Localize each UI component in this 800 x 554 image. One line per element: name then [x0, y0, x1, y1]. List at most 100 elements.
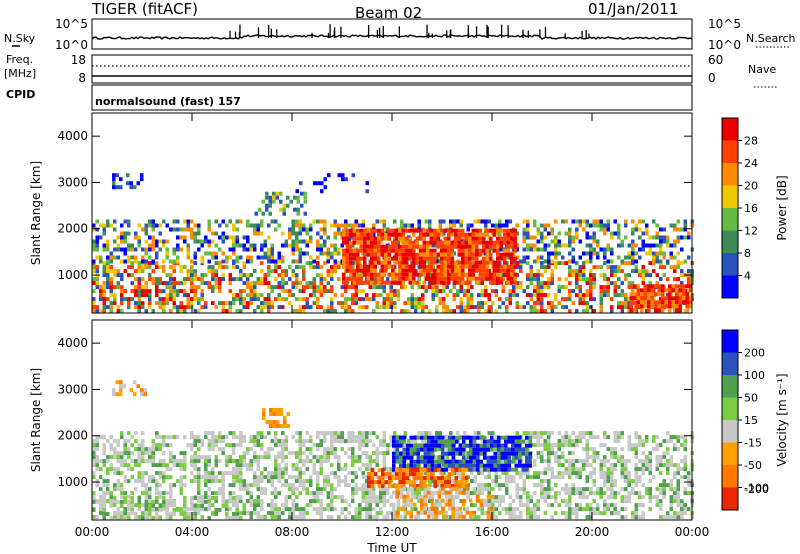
heatmap-cell: [515, 261, 519, 266]
heatmap-cell: [316, 471, 320, 476]
heatmap-cell: [513, 248, 517, 253]
heatmap-cell: [148, 491, 152, 496]
heatmap-cell: [634, 471, 638, 476]
heatmap-cell: [151, 243, 155, 248]
heatmap-cell: [365, 297, 369, 302]
heatmap-cell: [305, 455, 309, 460]
heatmap-cell: [433, 236, 437, 241]
heatmap-cell: [239, 269, 243, 274]
heatmap-cell: [137, 515, 141, 520]
heatmap-cell: [197, 285, 201, 290]
heatmap-cell: [256, 297, 260, 302]
heatmap-cell: [274, 495, 278, 500]
heatmap-cell: [363, 260, 367, 265]
heatmap-cell: [655, 251, 659, 256]
heatmap-cell: [533, 247, 537, 252]
heatmap-cell: [641, 467, 645, 472]
heatmap-cell: [610, 475, 614, 480]
heatmap-cell: [638, 273, 642, 278]
heatmap-cell: [510, 256, 514, 261]
heatmap-cell: [190, 289, 194, 294]
heatmap-cell: [298, 259, 302, 264]
heatmap-cell: [655, 243, 659, 248]
heatmap-cell: [190, 285, 194, 290]
heatmap-cell: [354, 223, 358, 228]
heatmap-cell: [648, 243, 652, 248]
heatmap-cell: [533, 507, 537, 512]
heatmap-cell: [421, 305, 425, 310]
heatmap-cell: [638, 459, 642, 464]
heatmap-cell: [109, 259, 113, 264]
heatmap-cell: [221, 265, 225, 270]
heatmap-cell: [407, 503, 411, 508]
heatmap-cell: [239, 475, 243, 480]
heatmap-cell: [312, 455, 316, 460]
heatmap-cell: [267, 503, 271, 508]
heatmap-cell: [291, 219, 295, 224]
heatmap-cell: [144, 487, 148, 492]
heatmap-cell: [316, 491, 320, 496]
heatmap-cell: [361, 443, 365, 448]
heatmap-cell: [193, 255, 197, 260]
heatmap-cell: [687, 269, 691, 274]
heatmap-cell: [522, 231, 526, 236]
heatmap-cell: [291, 281, 295, 286]
heatmap-cell: [197, 475, 201, 480]
heatmap-cell: [291, 259, 295, 264]
heatmap-cell: [585, 219, 589, 224]
heatmap-cell: [582, 491, 586, 496]
heatmap-cell: [571, 219, 575, 224]
heatmap-cell: [540, 281, 544, 286]
heatmap-cell: [673, 511, 677, 516]
heatmap-cell: [260, 277, 264, 282]
heatmap-cell: [482, 232, 486, 237]
heatmap-cell: [354, 289, 358, 294]
heatmap-cell: [662, 255, 666, 260]
heatmap-cell: [358, 503, 362, 508]
heatmap-cell: [141, 289, 145, 294]
heatmap-cell: [249, 297, 253, 302]
heatmap-cell: [568, 451, 572, 456]
heatmap-cell: [485, 248, 489, 253]
heatmap-cell: [543, 499, 547, 504]
heatmap-cell: [436, 236, 440, 241]
heatmap-cell: [436, 252, 440, 257]
heatmap-cell: [169, 487, 173, 492]
heatmap-cell: [267, 475, 271, 480]
heatmap-cell: [620, 515, 624, 520]
heatmap-cell: [214, 255, 218, 260]
heatmap-cell: [540, 297, 544, 302]
heatmap-cell: [256, 495, 260, 500]
heatmap-cell: [659, 265, 663, 270]
heatmap-cell: [137, 243, 141, 248]
heatmap-cell: [256, 281, 260, 286]
heatmap-cell: [617, 235, 621, 240]
heatmap-cell: [352, 248, 356, 253]
heatmap-cell: [312, 219, 316, 224]
heatmap-cell: [599, 459, 603, 464]
heatmap-cell: [673, 435, 677, 440]
heatmap-cell: [372, 491, 376, 496]
heatmap-cell: [365, 495, 369, 500]
heatmap-cell: [249, 259, 253, 264]
heatmap-cell: [571, 443, 575, 448]
heatmap-cell: [396, 499, 400, 504]
heatmap-cell: [342, 232, 346, 237]
heatmap-cell: [447, 232, 451, 237]
heatmap-cell: [246, 483, 250, 488]
heatmap-cell: [498, 305, 502, 310]
heatmap-cell: [137, 281, 141, 286]
heatmap-cell: [463, 487, 467, 492]
heatmap-cell: [295, 309, 299, 314]
heatmap-cell: [506, 264, 510, 269]
heatmap-cell: [512, 269, 516, 274]
heatmap-cell: [323, 289, 327, 294]
heatmap-cell: [342, 280, 346, 285]
heatmap-cell: [256, 515, 260, 520]
heatmap-cell: [260, 507, 264, 512]
heatmap-cell: [652, 269, 656, 274]
heatmap-cell: [316, 273, 320, 278]
heatmap-cell: [351, 447, 355, 452]
heatmap-cell: [396, 297, 400, 302]
heatmap-cell: [624, 515, 628, 520]
